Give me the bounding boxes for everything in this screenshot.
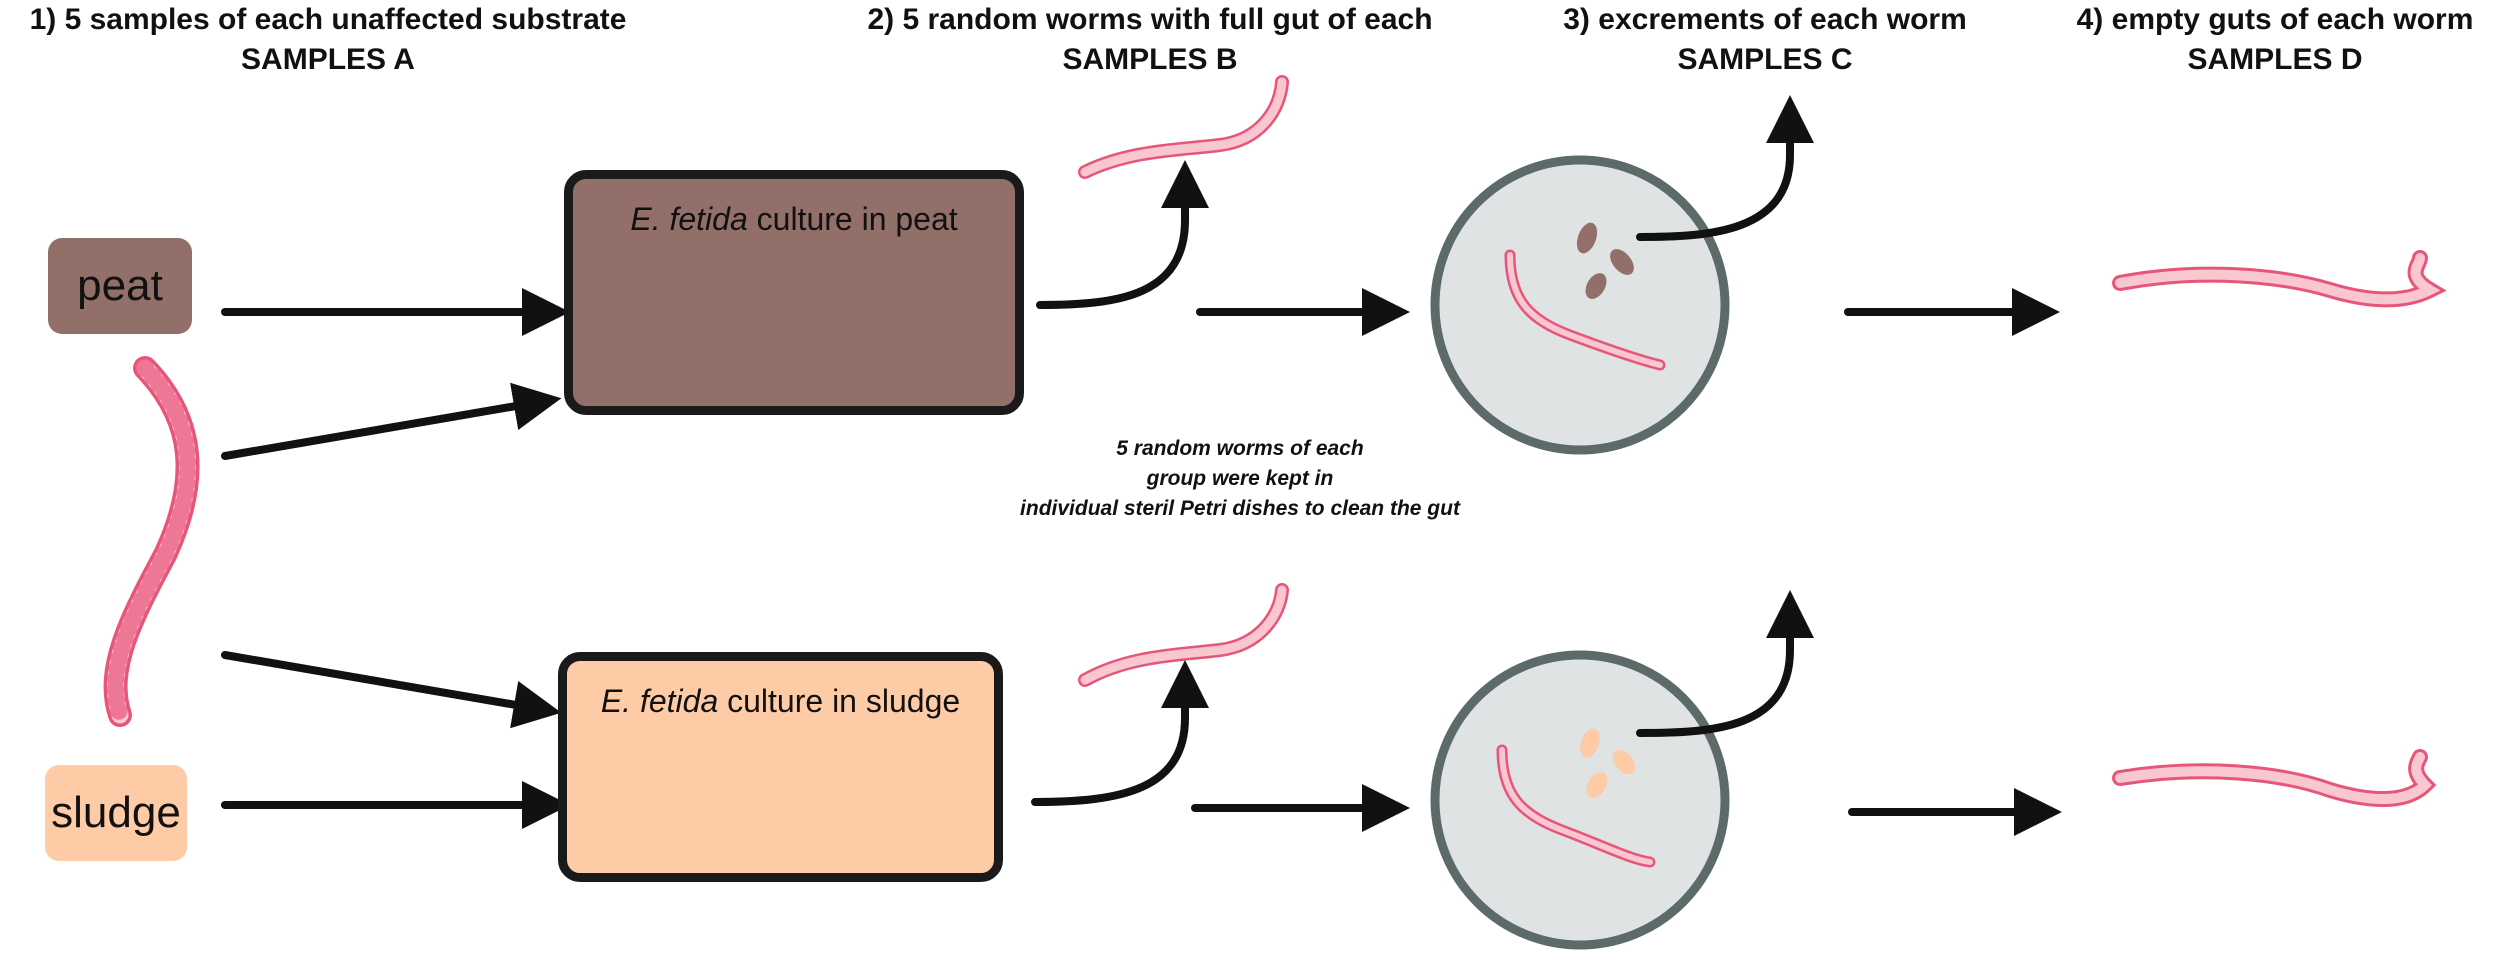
culture-peat-box: E. fetida culture in peat <box>564 170 1024 415</box>
header-samples-a-step: 1) 5 samples of each unaffected substrat… <box>29 3 627 36</box>
header-samples-d-label: SAMPLES D <box>2187 43 2363 76</box>
petri-dish-peat <box>1430 155 1730 455</box>
worm-samples-b-sludge <box>1078 583 1289 687</box>
arrow-dish-sludge-to-samples-c <box>1636 590 1814 737</box>
culture-peat-label: E. fetida culture in peat <box>573 201 1015 238</box>
worm-in-dish-peat <box>1504 249 1666 371</box>
arrow-dish-peat-to-samples-c <box>1636 95 1814 241</box>
header-samples-c-step: 3) excrements of each worm <box>1563 3 1967 36</box>
header-samples-c-label: SAMPLES C <box>1677 43 1853 76</box>
header-samples-d-step: 4) empty guts of each worm <box>2076 3 2474 36</box>
header-samples-a: 1) 5 samples of each unaffected substrat… <box>0 0 668 80</box>
worm-in-dish-sludge <box>1496 744 1656 868</box>
petri-dish-sludge <box>1430 650 1730 950</box>
excrements-peat <box>1576 222 1634 299</box>
arrow-sludge-culture-to-samples-b <box>1031 660 1209 806</box>
arrow-peat-culture-to-samples-b <box>1036 160 1209 309</box>
header-samples-d: 4) empty guts of each worm SAMPLES D <box>2045 0 2496 80</box>
worm-samples-b-peat <box>1078 75 1289 179</box>
culture-sludge-species: E. fetida <box>600 683 719 719</box>
culture-sludge-box: E. fetida culture in sludge <box>558 652 1003 882</box>
arrow-worm-to-sludge-culture <box>221 651 562 729</box>
arrows <box>221 95 2062 836</box>
worm-large-vertical <box>103 356 200 727</box>
culture-sludge-label: E. fetida culture in sludge <box>567 683 994 720</box>
header-samples-a-label: SAMPLES A <box>241 43 415 76</box>
header-samples-c: 3) excrements of each worm SAMPLES C <box>1520 0 2010 80</box>
note-line-3: individual steril Petri dishes to clean … <box>1020 497 1460 520</box>
note-line-1: 5 random worms of each <box>1116 437 1364 460</box>
excrements-sludge <box>1580 728 1636 798</box>
header-samples-b: 2) 5 random worms with full gut of each … <box>830 0 1470 80</box>
substrate-sludge-box: sludge <box>45 765 187 861</box>
culture-peat-species: E. fetida <box>630 201 748 237</box>
worm-samples-d-sludge <box>2112 749 2437 807</box>
worm-samples-d-peat <box>2112 250 2447 308</box>
substrate-sludge-label: sludge <box>51 788 181 837</box>
note-line-2: group were kept in <box>1146 467 1334 490</box>
header-samples-b-step: 2) 5 random worms with full gut of each <box>867 3 1433 36</box>
petri-dish-note: 5 random worms of each group were kept i… <box>940 434 1540 524</box>
arrow-worm-to-peat-culture <box>221 382 562 460</box>
substrate-peat-label: peat <box>77 261 163 310</box>
culture-sludge-text: culture in sludge <box>718 683 961 719</box>
header-samples-b-label: SAMPLES B <box>1062 43 1238 76</box>
substrate-peat-box: peat <box>48 238 192 334</box>
culture-peat-text: culture in peat <box>747 201 958 237</box>
